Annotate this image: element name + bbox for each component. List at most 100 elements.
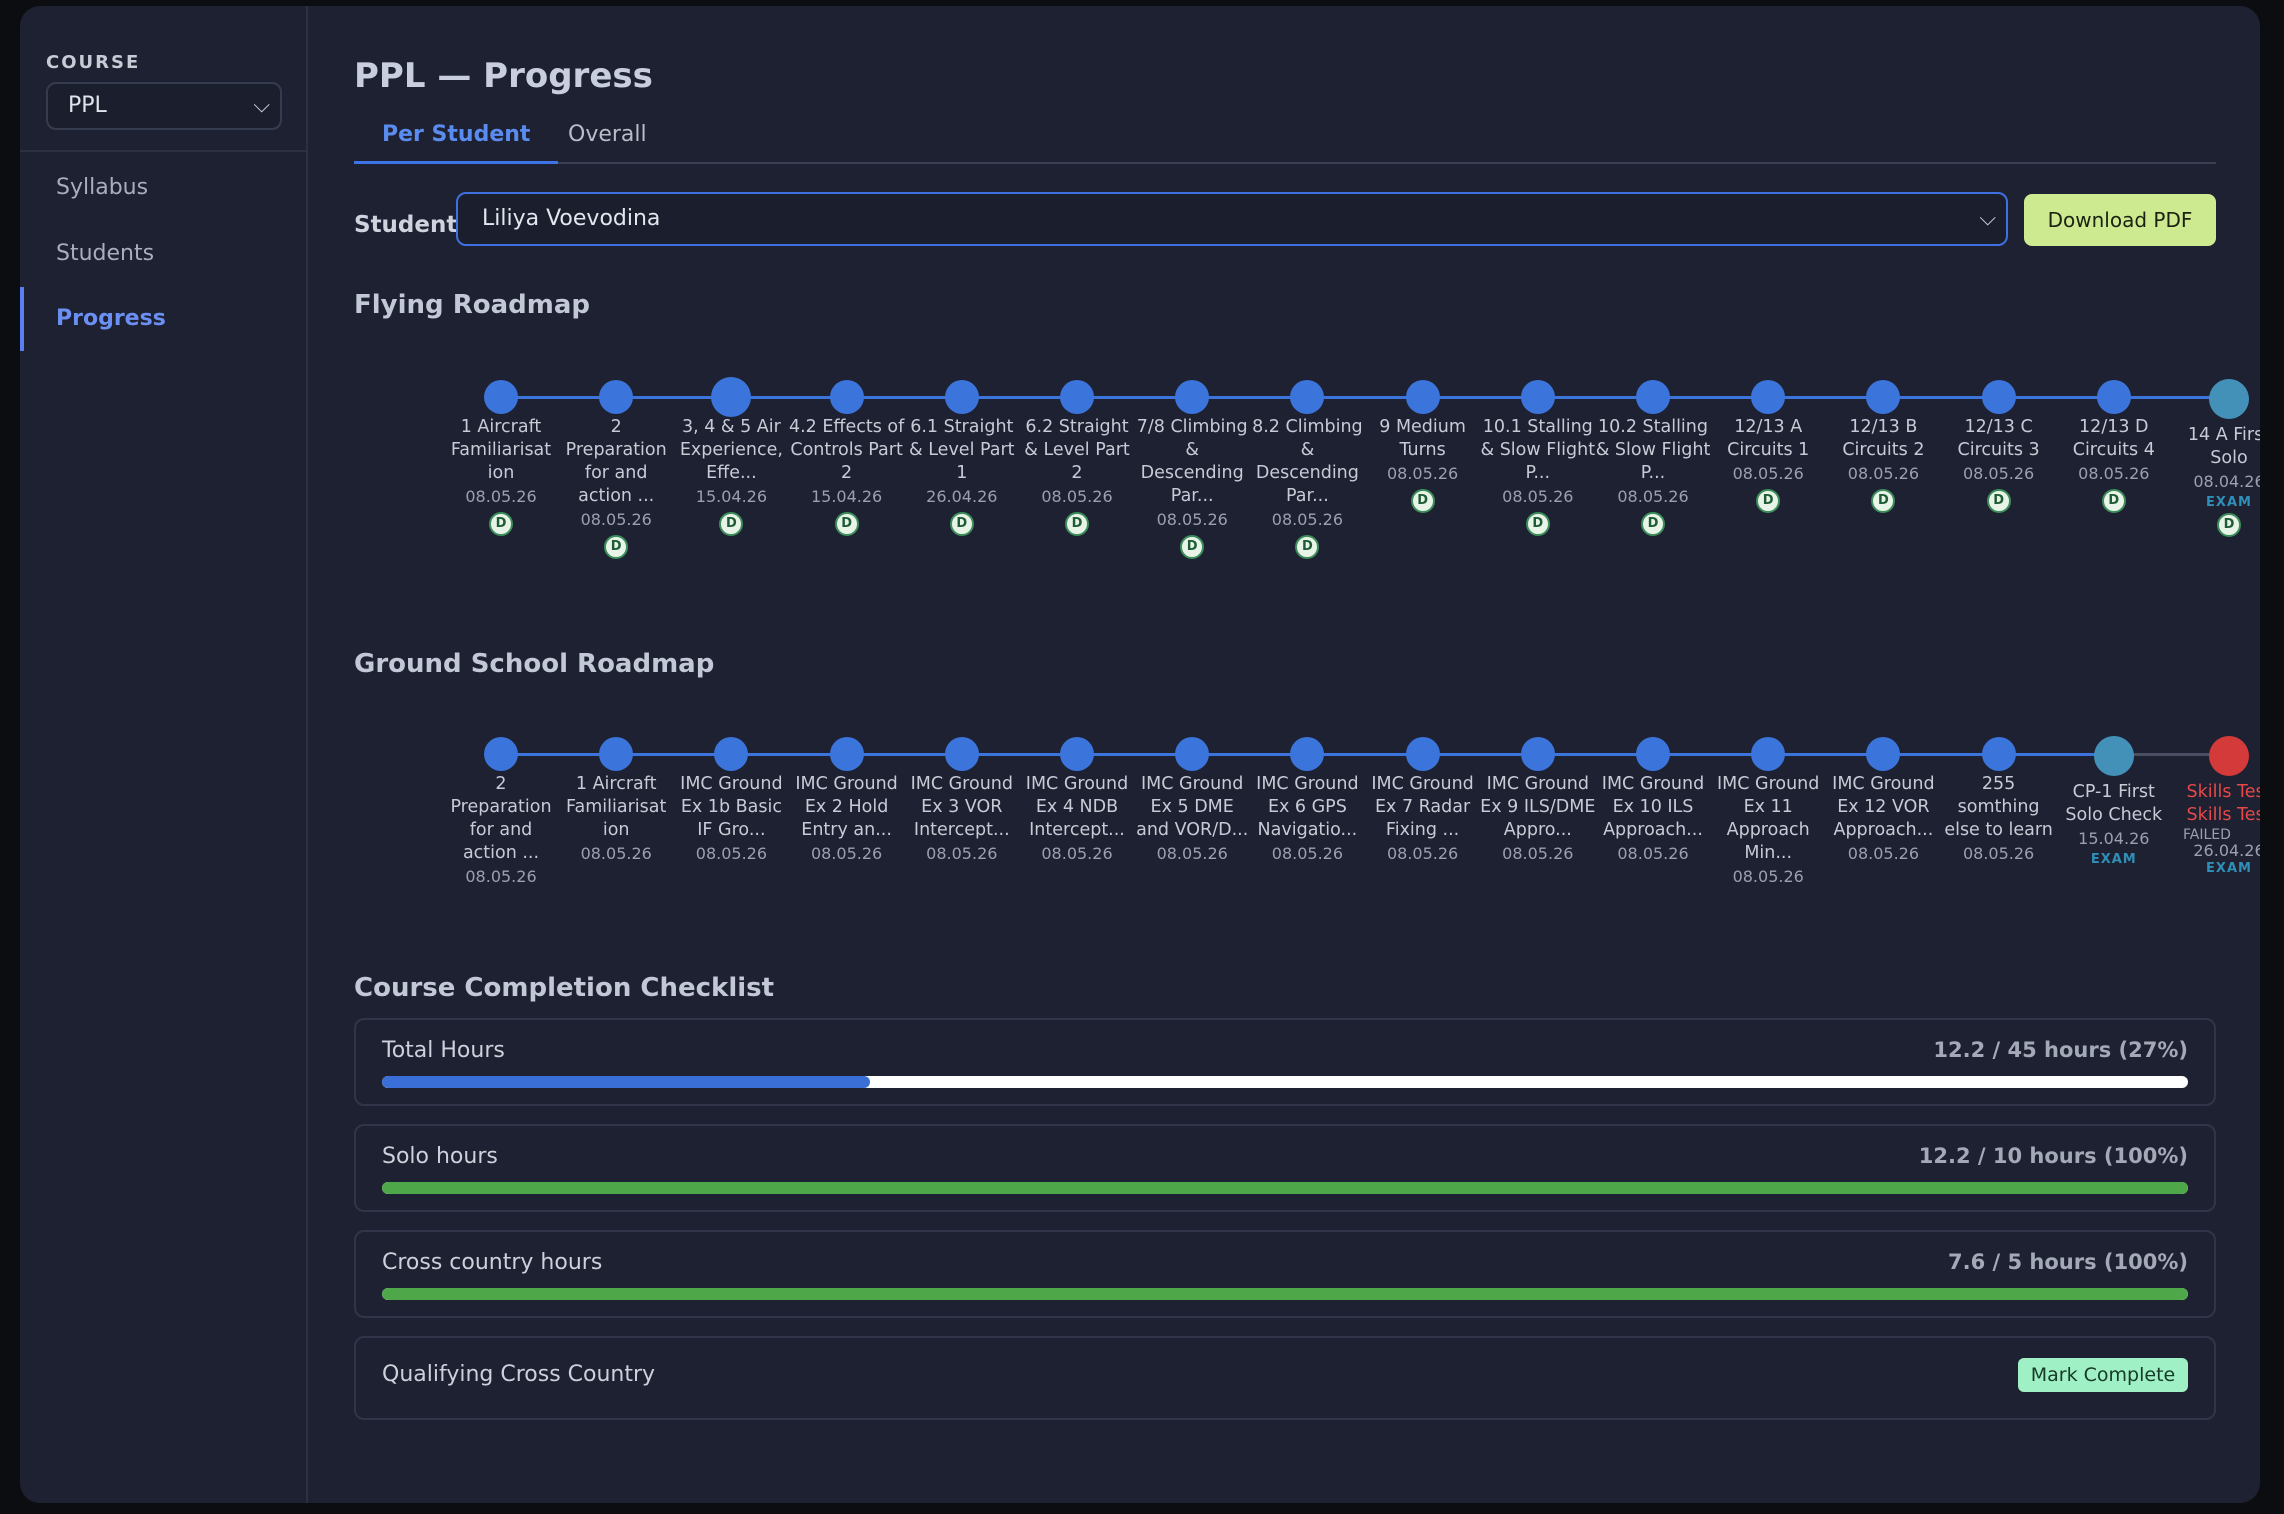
- roadmap-node-title: IMC Ground Ex 12 VOR Approach...: [1832, 774, 1935, 840]
- progress-track: [382, 1182, 2188, 1194]
- course-label: COURSE: [46, 52, 141, 73]
- roadmap-node-status: FAILED: [2183, 827, 2231, 843]
- roadmap-node-dot: [1520, 737, 1555, 771]
- roadmap-node-date: 08.05.26: [1041, 844, 1113, 863]
- roadmap-node-date: 08.05.26: [1732, 867, 1804, 886]
- roadmap-node-title: 12/13 A Circuits 1: [1727, 417, 1810, 460]
- progress-fill: [382, 1076, 870, 1088]
- progress-fill: [382, 1182, 2188, 1194]
- roadmap-node-label: 4.2 Effects of Controls Part 2 15.04.26 D: [789, 416, 905, 536]
- flying-roadmap: 1 Aircraft Familiarisat ion 08.05.26 D 2 Pr…: [308, 366, 2260, 586]
- roadmap-node-label: IMC Ground Ex 12 VOR Approach... 08.05.26: [1825, 773, 1941, 865]
- roadmap-node-label: 10.1 Stalling & Slow Flight P... 08.05.26…: [1480, 416, 1596, 536]
- roadmap-node-title: Skills Test Skills Test: [2186, 782, 2261, 825]
- mark-complete-button[interactable]: Mark Complete: [2018, 1358, 2188, 1392]
- roadmap-node-date: 08.05.26: [1271, 844, 1344, 863]
- roadmap-node-title: IMC Ground Ex 1b Basic IF Gro...: [680, 774, 783, 840]
- roadmap-node-label: 6.2 Straight & Level Part 2 08.05.26 D: [1019, 416, 1135, 536]
- roadmap-node-date: 08.05.26: [810, 844, 883, 863]
- checklist-item-name: Total Hours: [382, 1038, 505, 1063]
- roadmap-node-dot: [2209, 736, 2249, 776]
- sidebar-item-syllabus[interactable]: Syllabus: [20, 156, 308, 220]
- roadmap-node-label: 12/13 C Circuits 3 08.05.26 D: [1941, 416, 2057, 513]
- roadmap-node-dot: [1981, 737, 2016, 771]
- roadmap-node-label: 12/13 A Circuits 1 08.05.26 D: [1710, 416, 1826, 513]
- roadmap-node-date: 08.05.26: [1847, 464, 1920, 483]
- status-badge: D: [1295, 535, 1320, 559]
- roadmap-node-title: 2 Preparation for and action ...: [565, 417, 667, 506]
- roadmap-node-dot: [599, 737, 634, 771]
- roadmap-node-date: 08.05.26: [1617, 844, 1689, 863]
- tab-per-student[interactable]: Per Student: [354, 122, 559, 164]
- roadmap-line: [501, 396, 2222, 399]
- tab-overall[interactable]: Overall: [568, 122, 647, 147]
- roadmap-node-title: 9 Medium Turns: [1379, 417, 1466, 460]
- status-badge: D: [1756, 489, 1781, 513]
- roadmap-node-date: 08.05.26: [1617, 487, 1689, 506]
- page-title: PPL — Progress: [354, 56, 653, 96]
- roadmap-node-title: 3, 4 & 5 Air Experience, Effe...: [679, 417, 783, 483]
- roadmap-node-dot: [829, 737, 864, 771]
- status-badge: D: [2217, 513, 2241, 537]
- status-badge: D: [719, 512, 744, 536]
- roadmap-node-label: IMC Ground Ex 5 DME and VOR/D... 08.05.26: [1134, 773, 1250, 865]
- checklist-item-solo-hours: Solo hours 12.2 / 10 hours (100%): [354, 1124, 2216, 1212]
- roadmap-node-dot: [2093, 736, 2134, 776]
- sidebar-item-students[interactable]: Students: [20, 222, 308, 286]
- status-badge: D: [1525, 512, 1550, 536]
- course-select-value: PPL: [68, 93, 107, 118]
- roadmap-node-title: 12/13 C Circuits 3: [1957, 417, 2040, 460]
- chevron-down-icon: ⌵: [1979, 206, 1996, 231]
- roadmap-node-dot: [1866, 737, 1901, 771]
- roadmap-node-date: 08.05.26: [465, 487, 537, 506]
- checklist-item-qualifying-cross-country: Qualifying Cross Country Mark Complete: [354, 1336, 2216, 1420]
- roadmap-node-title: 1 Aircraft Familiarisat ion: [566, 774, 667, 840]
- roadmap-node-label: 2 Preparation for and action ... 08.05.26…: [558, 416, 674, 559]
- roadmap-node-date: 08.05.26: [1847, 844, 1920, 863]
- roadmap-node-date: 08.05.26: [1386, 464, 1459, 483]
- roadmap-line-tail: [2114, 753, 2222, 756]
- download-pdf-button[interactable]: Download PDF: [2024, 194, 2216, 246]
- roadmap-node-dot: [944, 380, 979, 414]
- roadmap-node-label: 7/8 Climbing & Descending Par... 08.05.26…: [1134, 416, 1250, 559]
- roadmap-node-dot: [1175, 737, 1210, 771]
- roadmap-node-title: 10.2 Stalling & Slow Flight P...: [1595, 417, 1711, 483]
- course-select[interactable]: PPL ⌵: [46, 82, 282, 130]
- status-badge: D: [2101, 489, 2126, 513]
- roadmap-node-title: 8.2 Climbing & Descending Par...: [1252, 417, 1363, 506]
- roadmap-node-label: CP-1 First Solo Check 15.04.26 EXAM: [2056, 781, 2172, 870]
- roadmap-node-dot: [714, 737, 749, 771]
- roadmap-node-date: 08.05.26: [2078, 464, 2150, 483]
- roadmap-node-label: IMC Ground Ex 9 ILS/DME Appro... 08.05.26: [1480, 773, 1596, 865]
- checklist-title: Course Completion Checklist: [354, 973, 775, 1003]
- roadmap-node-dot: [1751, 380, 1786, 414]
- sidebar-item-progress[interactable]: Progress: [20, 287, 308, 351]
- roadmap-node-date: 26.04.26: [2193, 841, 2260, 860]
- student-select[interactable]: Liliya Voevodina ⌵: [456, 192, 2008, 246]
- student-select-value: Liliya Voevodina: [482, 206, 661, 231]
- roadmap-node-title: IMC Ground Ex 6 GPS Navigatio...: [1256, 774, 1359, 840]
- roadmap-node-date: 08.05.26: [1962, 464, 2035, 483]
- status-badge: D: [949, 512, 974, 536]
- flying-roadmap-title: Flying Roadmap: [354, 290, 590, 320]
- app-window: COURSE PPL ⌵ Syllabus Students Progress …: [20, 6, 2260, 1503]
- roadmap-node-date: 08.05.26: [1386, 844, 1459, 863]
- roadmap-node-date: 08.05.26: [1962, 844, 2035, 863]
- roadmap-node-dot: [1866, 380, 1901, 414]
- roadmap-node-title: 6.1 Straight & Level Part 1: [909, 417, 1015, 483]
- roadmap-node-label: 10.2 Stalling & Slow Flight P... 08.05.26…: [1595, 416, 1711, 536]
- roadmap-node-title: 10.1 Stalling & Slow Flight P...: [1480, 417, 1596, 483]
- progress-track: [382, 1076, 2188, 1088]
- roadmap-node-title: 255 somthing else to learn: [1944, 774, 2053, 840]
- roadmap-node-dot: [484, 737, 518, 771]
- roadmap-node-label: IMC Ground Ex 3 VOR Intercept... 08.05.26: [904, 773, 1020, 865]
- roadmap-node-date: 08.05.26: [926, 844, 998, 863]
- roadmap-node-title: 4.2 Effects of Controls Part 2: [788, 417, 905, 483]
- sidebar-item-label: Students: [56, 241, 155, 266]
- roadmap-node-title: CP-1 First Solo Check: [2065, 782, 2163, 825]
- roadmap-node-date: 15.04.26: [695, 487, 768, 506]
- roadmap-node-label: IMC Ground Ex 6 GPS Navigatio... 08.05.26: [1249, 773, 1365, 865]
- roadmap-node-dot: [829, 380, 864, 414]
- roadmap-node-date: 08.05.26: [1732, 464, 1804, 483]
- roadmap-node-label: Skills Test Skills Test FAILED26.04.26EXA…: [2171, 781, 2260, 879]
